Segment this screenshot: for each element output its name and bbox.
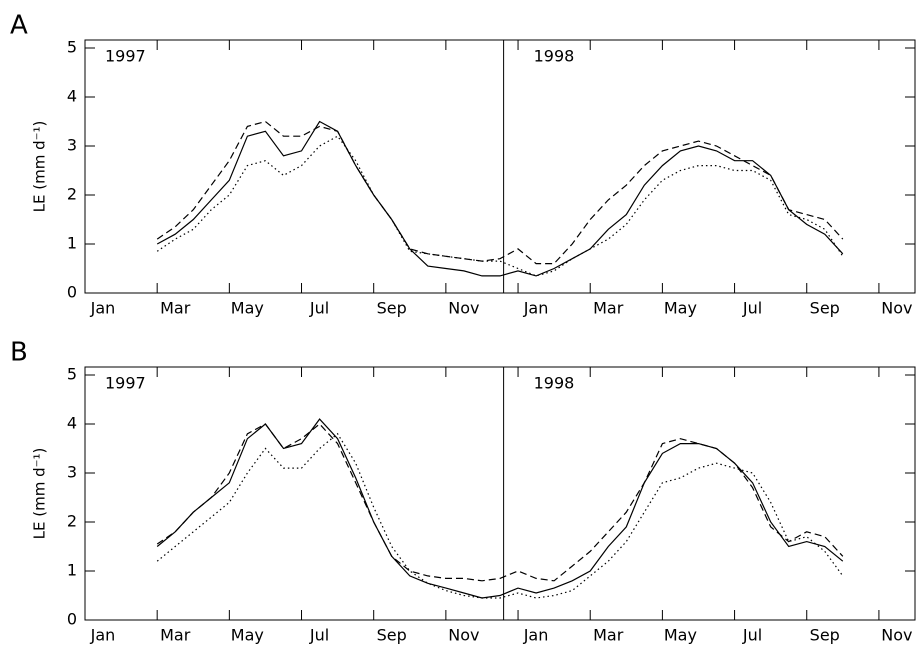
y-tick-label: 1 xyxy=(67,234,77,253)
x-tick-label: Mar xyxy=(160,299,191,318)
x-tick-label: May xyxy=(664,626,697,645)
data-line xyxy=(156,120,844,277)
x-tick-label: Mar xyxy=(593,626,624,645)
x-tick-label: May xyxy=(231,299,264,318)
y-tick-label: 3 xyxy=(67,136,77,155)
y-tick-label: 5 xyxy=(67,365,77,384)
x-tick-label: Nov xyxy=(448,626,479,645)
y-axis-label: LE (mm d⁻¹) xyxy=(31,448,49,540)
year-annotation: 1997 xyxy=(105,47,146,66)
x-tick-label: Nov xyxy=(881,299,912,318)
data-line xyxy=(156,418,844,599)
data-line xyxy=(156,432,844,599)
x-tick-label: Jan xyxy=(90,299,116,318)
x-tick-label: Jul xyxy=(309,299,329,318)
x-tick-label: Sep xyxy=(810,626,840,645)
x-tick-label: Nov xyxy=(881,626,912,645)
plot-frame xyxy=(84,39,916,294)
year-annotation: 1997 xyxy=(105,374,146,393)
plot-frame xyxy=(84,366,916,621)
x-tick-label: May xyxy=(664,299,697,318)
x-tick-label: Sep xyxy=(377,299,407,318)
y-tick-label: 4 xyxy=(67,414,77,433)
panel-label: B xyxy=(10,338,28,368)
year-annotation: 1998 xyxy=(534,47,575,66)
y-tick-label: 0 xyxy=(67,610,77,629)
y-tick-label: 4 xyxy=(67,87,77,106)
x-tick-label: Mar xyxy=(593,299,624,318)
x-tick-label: Jan xyxy=(523,626,549,645)
year-annotation: 1998 xyxy=(534,374,575,393)
y-tick-label: 0 xyxy=(67,283,77,302)
y-tick-label: 2 xyxy=(67,512,77,531)
x-tick-label: Mar xyxy=(160,626,191,645)
y-axis-label: LE (mm d⁻¹) xyxy=(31,121,49,213)
x-tick-label: Jan xyxy=(90,626,116,645)
panel-label: A xyxy=(10,11,28,41)
x-tick-label: Jan xyxy=(523,299,549,318)
x-tick-label: Nov xyxy=(448,299,479,318)
y-tick-label: 2 xyxy=(67,185,77,204)
y-tick-label: 3 xyxy=(67,463,77,482)
y-tick-label: 5 xyxy=(67,38,77,57)
x-tick-label: Sep xyxy=(377,626,407,645)
x-tick-label: Sep xyxy=(810,299,840,318)
data-line xyxy=(156,423,844,582)
x-tick-label: Jul xyxy=(309,626,329,645)
x-tick-label: May xyxy=(231,626,264,645)
x-tick-label: Jul xyxy=(742,626,762,645)
data-line xyxy=(156,135,844,277)
y-tick-label: 1 xyxy=(67,561,77,580)
data-line xyxy=(156,120,844,265)
x-tick-label: Jul xyxy=(742,299,762,318)
